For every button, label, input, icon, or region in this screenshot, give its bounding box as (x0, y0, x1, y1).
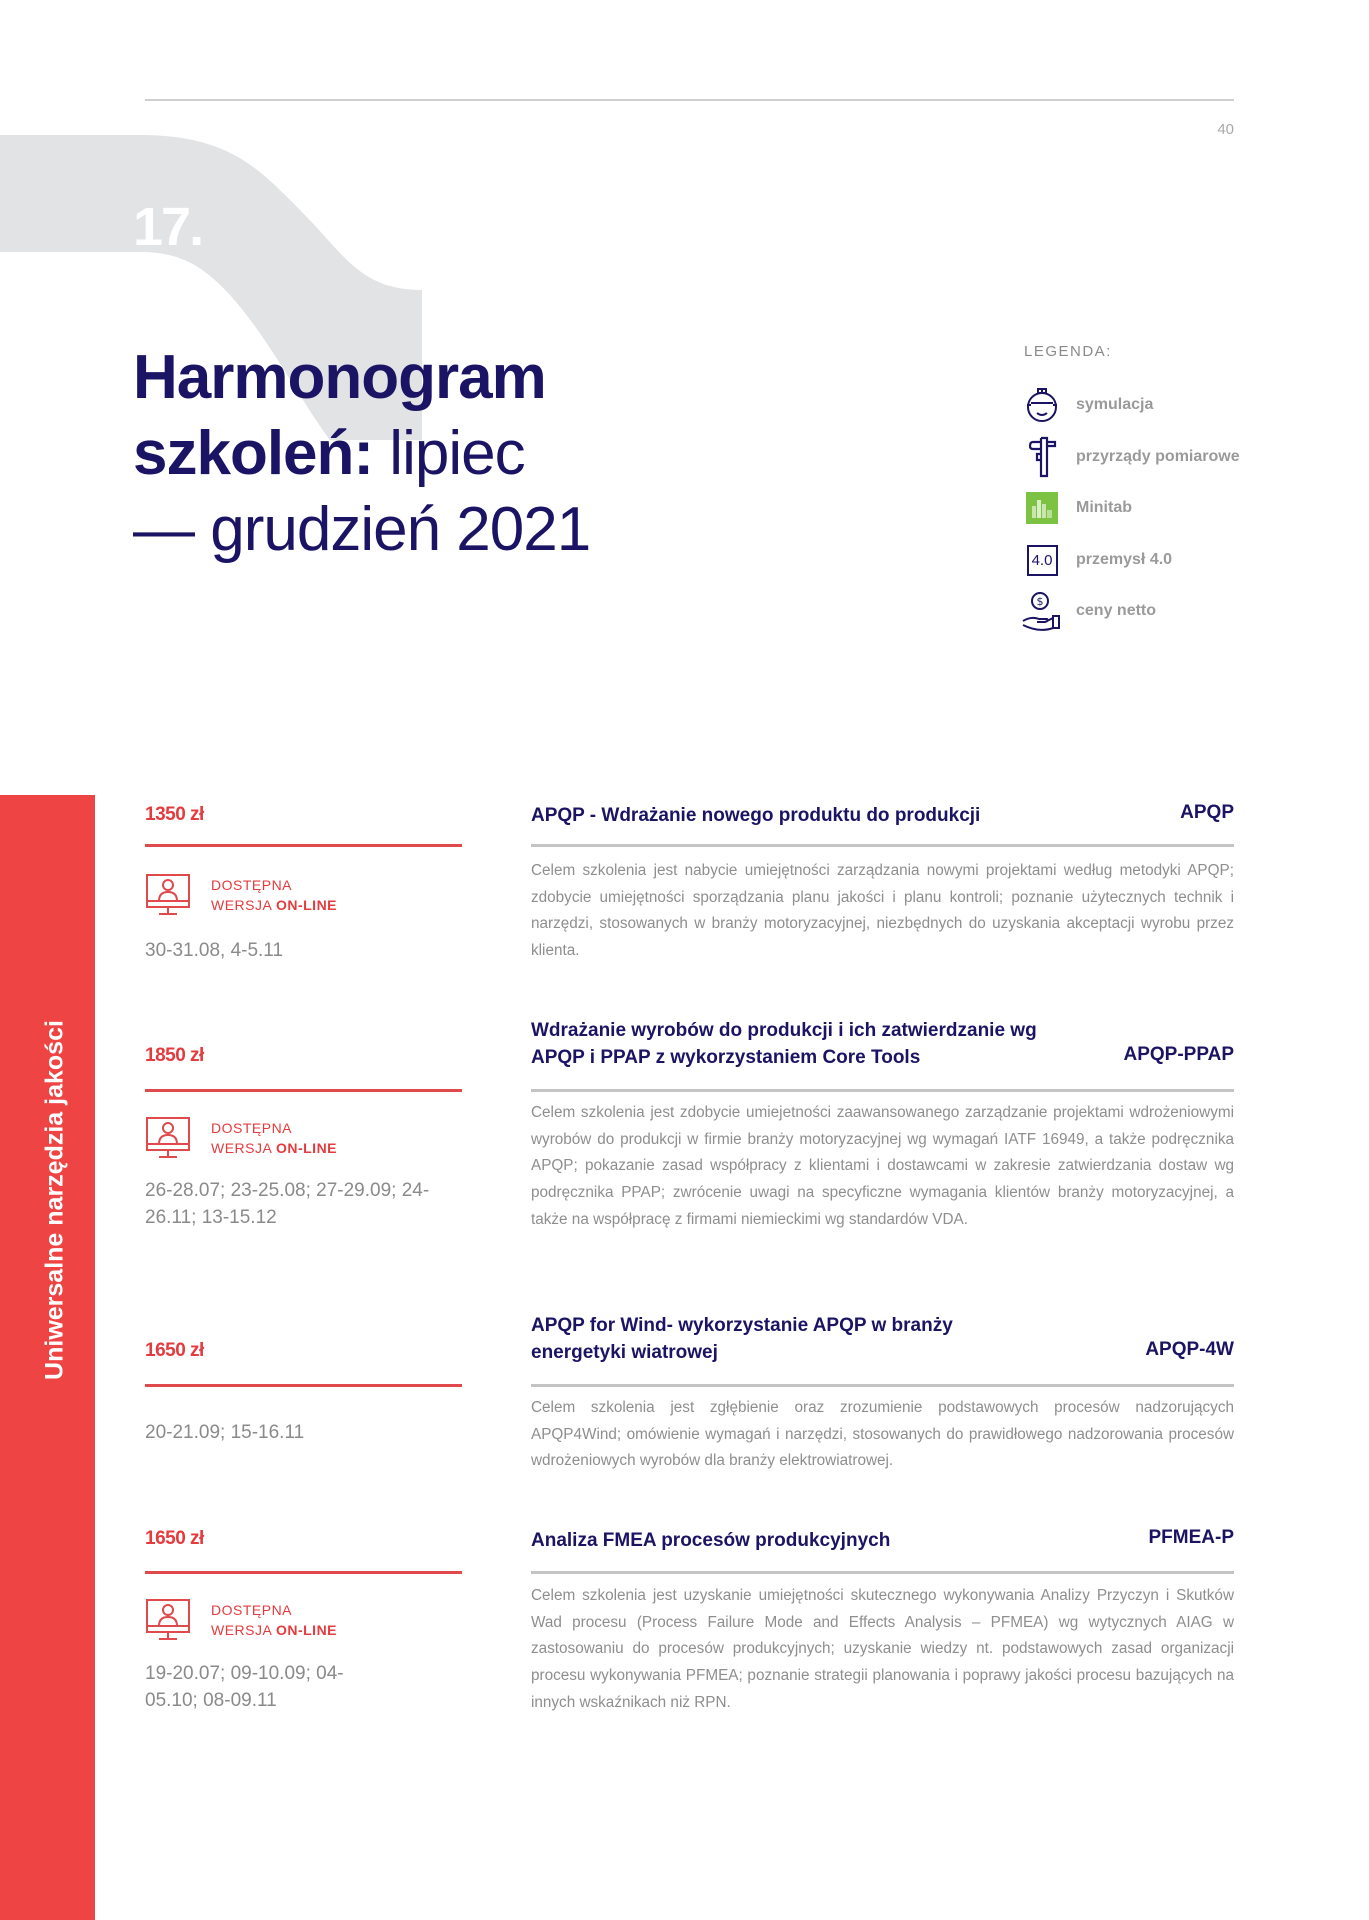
title-line-3: — grudzień 2021 (133, 495, 591, 564)
title-divider (531, 844, 1234, 847)
course-code: APQP-4W (1145, 1339, 1234, 1360)
course-price: 1650 zł (145, 1528, 204, 1549)
title-line-1: Harmonogram (133, 343, 547, 412)
title-line-2: lipiec (373, 419, 525, 488)
course-code: APQP (1180, 802, 1234, 823)
sidebar-label: Uniwersalne narzędzia jakości (40, 1020, 69, 1380)
legend-label: symulacja (1076, 396, 1154, 413)
caliper-icon (1020, 435, 1064, 479)
section-sidebar (0, 795, 95, 1920)
course-dates: 30-31.08, 4-5.11 (145, 940, 284, 961)
online-badge-bold: ON-LINE (275, 897, 338, 913)
industry-4-icon-text: 4.0 (1026, 544, 1058, 576)
legend-heading: LEGENDA: (1024, 343, 1112, 360)
course-dates: 26-28.07; 23-25.08; 27-29.09; 24-26.11; … (145, 1180, 430, 1228)
course-description: Celem szkolenia jest uzyskanie umiejętno… (531, 1587, 1234, 1711)
course-description: Celem szkolenia jest zdobycie umiejetnoś… (531, 1104, 1234, 1228)
course-description: Celem szkolenia jest nabycie umiejętnośc… (531, 862, 1234, 960)
online-badge-line2: WERSJA (211, 1140, 276, 1156)
price-divider (145, 1384, 462, 1387)
online-monitor-icon (146, 1599, 190, 1640)
course-price: 1350 zł (145, 804, 204, 825)
online-badge-bold: ON-LINE (275, 1622, 338, 1638)
online-monitor-icon (146, 1117, 190, 1158)
course-description: Celem szkolenia jest zgłębienie oraz zro… (531, 1399, 1234, 1470)
price-divider (145, 844, 462, 847)
title-divider (531, 1089, 1234, 1092)
course-code: APQP-PPAP (1123, 1044, 1234, 1065)
page-title: Harmonogram szkoleń: lipiec — grudzień 2… (133, 340, 591, 568)
course-title: Analiza FMEA procesów produkcyjnych (531, 1530, 891, 1551)
legend-label: przyrządy pomiarowe (1076, 448, 1240, 465)
legend-item-industry40: 4.0 przemysł 4.0 (1020, 538, 1172, 582)
online-badge-line2: WERSJA (211, 1622, 276, 1638)
decorative-wave-shape (0, 135, 422, 440)
legend-label: ceny netto (1076, 602, 1157, 619)
online-badge-line1: DOSTĘPNA (211, 877, 293, 893)
course-title: APQP for Wind- wykorzystanie APQP w bran… (531, 1315, 953, 1363)
legend-label: przemysł 4.0 (1076, 551, 1173, 568)
course-code: PFMEA-P (1148, 1527, 1235, 1548)
svg-text:$: $ (1037, 595, 1044, 608)
course-price: 1650 zł (145, 1340, 204, 1361)
price-divider (145, 1089, 462, 1092)
legend-item-simulation: symulacja (1020, 383, 1153, 427)
course-dates: 19-20.07; 09-10.09; 04-05.10; 08-09.11 (145, 1663, 344, 1711)
title-divider (531, 1384, 1234, 1387)
legend-item-minitab: Minitab (1020, 486, 1132, 530)
online-badge: DOSTĘPNA WERSJA ON-LINE (145, 1116, 337, 1160)
price-divider (145, 1571, 462, 1574)
page-number: 40 (1217, 121, 1234, 138)
header-divider (145, 99, 1234, 101)
title-line-2-bold: szkoleń: (133, 419, 374, 488)
course-price: 1850 zł (145, 1045, 204, 1066)
online-badge-line1: DOSTĘPNA (211, 1120, 293, 1136)
legend-label: Minitab (1076, 499, 1132, 516)
course-dates: 20-21.09; 15-16.11 (145, 1422, 305, 1443)
online-badge-bold: ON-LINE (275, 1140, 338, 1156)
title-divider (531, 1571, 1234, 1574)
legend-item-measuring: przyrządy pomiarowe (1020, 435, 1240, 479)
vr-helmet-icon (1020, 383, 1064, 427)
online-badge-line1: DOSTĘPNA (211, 1602, 293, 1618)
online-monitor-icon (146, 874, 190, 915)
online-badge-line2: WERSJA (211, 897, 276, 913)
online-badge: DOSTĘPNA WERSJA ON-LINE (145, 1598, 337, 1642)
course-title: APQP - Wdrażanie nowego produktu do prod… (531, 805, 981, 826)
minitab-icon (1020, 486, 1064, 530)
chapter-number: 17. (133, 197, 204, 257)
industry-4-icon: 4.0 (1020, 538, 1064, 582)
hand-coin-icon: $ (1020, 589, 1064, 633)
course-title: Wdrażanie wyrobów do produkcji i ich zat… (531, 1020, 1037, 1068)
legend-item-net-prices: $ ceny netto (1020, 589, 1156, 633)
online-badge: DOSTĘPNA WERSJA ON-LINE (145, 873, 337, 917)
